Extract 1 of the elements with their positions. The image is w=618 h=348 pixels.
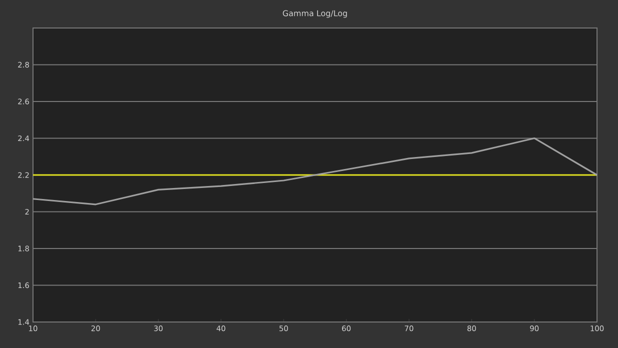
line-series — [32, 137, 598, 206]
